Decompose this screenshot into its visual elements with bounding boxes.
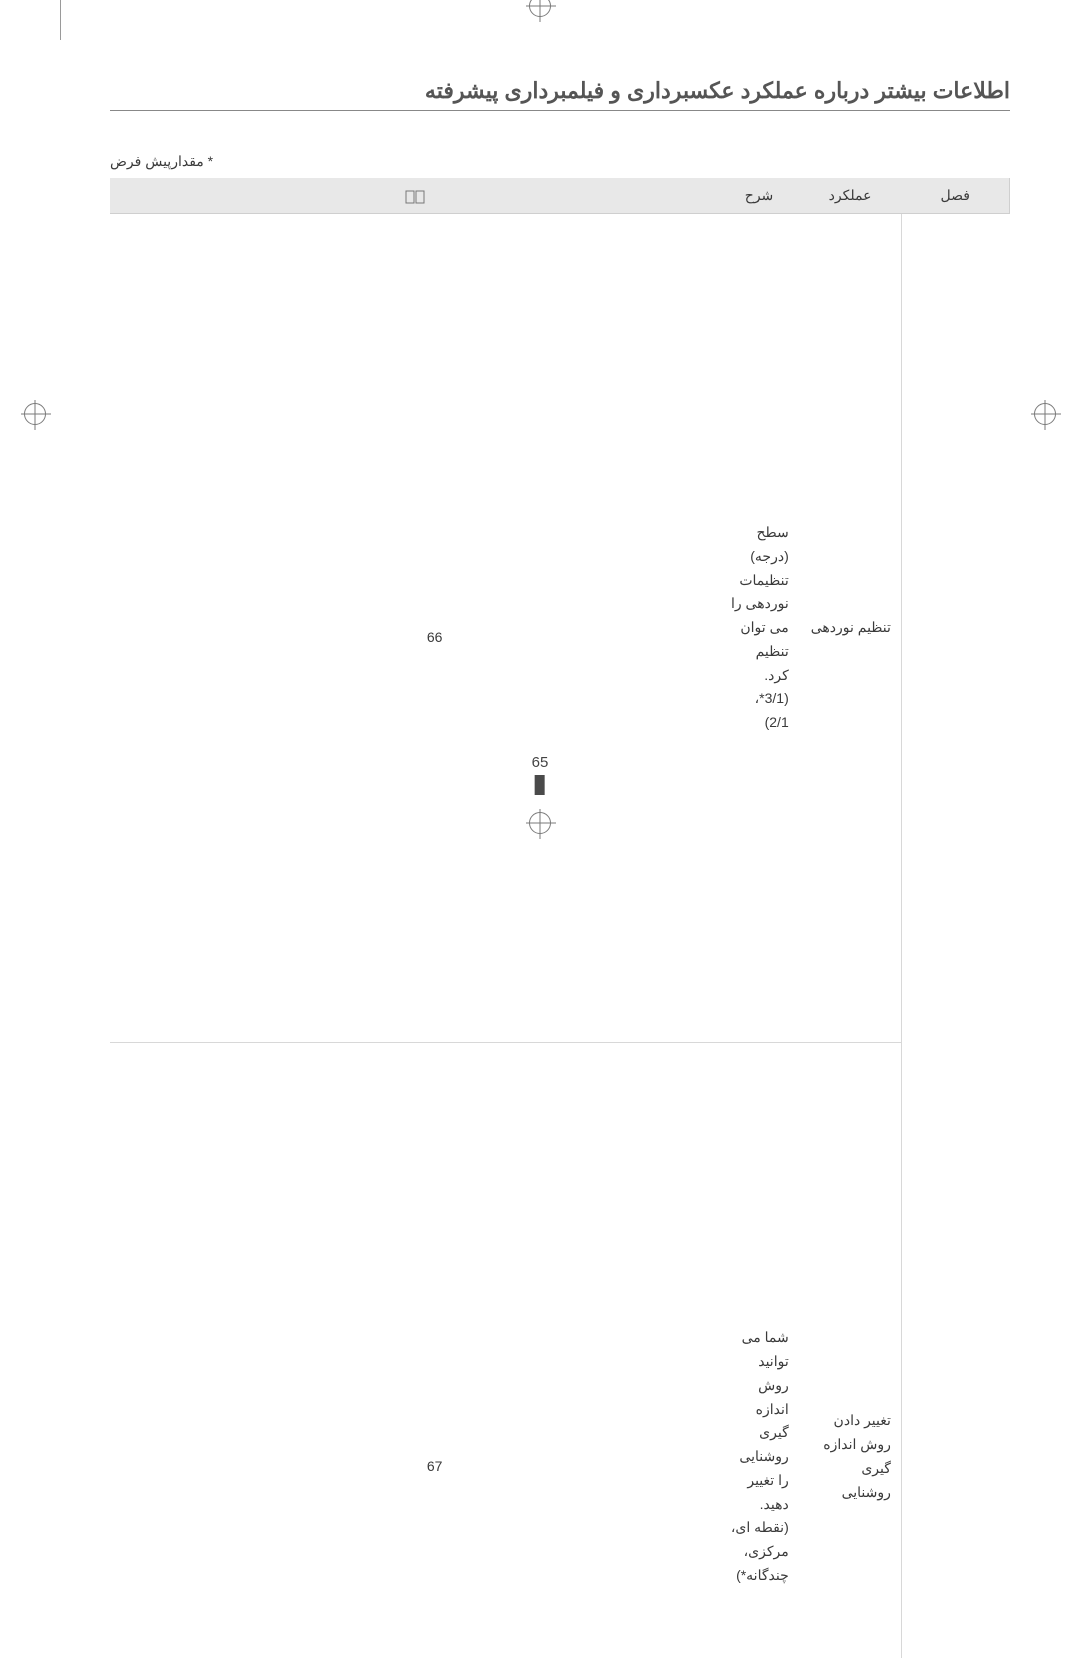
- col-section-header: فصل: [901, 178, 1009, 214]
- page-number-bar: [535, 775, 545, 795]
- col-page-header: [110, 178, 719, 214]
- col-function-header: عملکرد: [799, 178, 902, 214]
- settings-table: فصل عملکرد شرح تنظیم روشنایی و رنگ عکس ت…: [110, 178, 1010, 1658]
- section-cell: تنظیم روشنایی و رنگ عکس: [901, 214, 1009, 1658]
- default-note: * مقدارپیش فرض: [110, 153, 1010, 170]
- page-cell: 67: [110, 1043, 719, 1658]
- title-wrap: اطلاعات بیشتر درباره عملکرد عکسبرداری و …: [110, 78, 1010, 111]
- table-header-row: فصل عملکرد شرح: [110, 178, 1010, 214]
- page-container: اطلاعات بیشتر درباره عملکرد عکسبرداری و …: [0, 0, 1080, 829]
- page-cell: 66: [110, 214, 719, 1043]
- table-row: تنظیم روشنایی و رنگ عکس تنظیم نوردهی سطح…: [110, 214, 1010, 1043]
- description-cell: سطح (درجه) تنظیمات نوردهی را می توان تنظ…: [719, 214, 798, 1043]
- book-icon: [405, 187, 425, 203]
- col-description-header: شرح: [719, 178, 798, 214]
- registration-mark-left: [24, 403, 46, 425]
- registration-mark-right: [1034, 403, 1056, 425]
- function-cell: تنظیم نوردهی: [799, 214, 902, 1043]
- page-title: اطلاعات بیشتر درباره عملکرد عکسبرداری و …: [110, 78, 1010, 111]
- function-cell: تغییر دادن روش اندازه گیری روشنایی: [799, 1043, 902, 1658]
- page-number: 65: [532, 754, 549, 795]
- table-row: تغییر دادن روش اندازه گیری روشنایی شما م…: [110, 1043, 1010, 1658]
- description-cell: شما می توانید روش اندازه گیری روشنایی را…: [719, 1043, 798, 1658]
- crop-vline: [60, 0, 61, 40]
- page-number-text: 65: [532, 754, 549, 771]
- registration-mark-top: [529, 0, 551, 17]
